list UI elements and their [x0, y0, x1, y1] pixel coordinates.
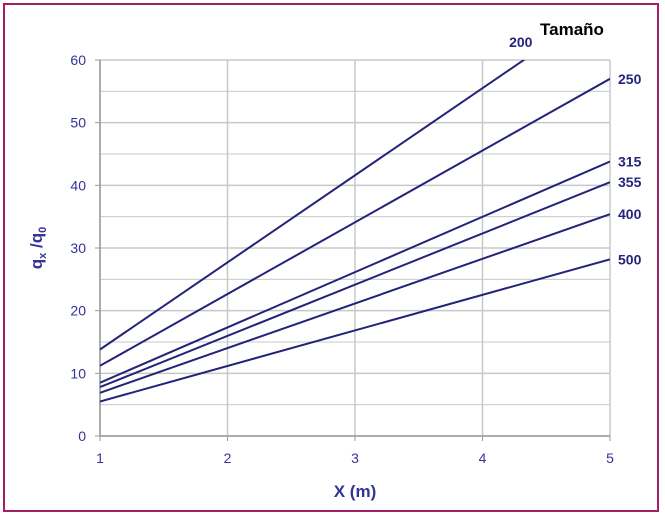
legend-title: Tamaño	[540, 20, 604, 39]
y-tick-label: 0	[78, 428, 86, 444]
series-label-355: 355	[618, 174, 642, 190]
x-tick-label: 4	[479, 450, 487, 466]
y-axis-title: qx /q0	[27, 227, 49, 269]
series-line-200	[100, 60, 526, 351]
series-line-250	[100, 77, 610, 367]
y-axis-title-sub-x: x	[37, 252, 49, 259]
x-axis-title: X (m)	[334, 482, 377, 501]
x-tick-label: 2	[224, 450, 232, 466]
y-tick-label: 20	[70, 303, 86, 319]
series-label-400: 400	[618, 206, 642, 222]
series-label-200: 200	[509, 34, 533, 50]
x-tick-label: 5	[606, 450, 614, 466]
series-label-250: 250	[618, 71, 642, 87]
axes	[95, 59, 611, 441]
y-axis-title-sub-0: 0	[37, 227, 49, 233]
series-labels: 200 250 315 355 400 500	[509, 34, 641, 267]
y-tick-label: 40	[70, 177, 86, 193]
y-axis-title-mid: /q	[27, 233, 46, 253]
y-tick-label: 50	[70, 115, 86, 131]
y-tick-label: 30	[70, 240, 86, 256]
x-tick-label: 1	[96, 450, 104, 466]
series-line-500	[100, 258, 610, 403]
x-tick-label: 3	[351, 450, 359, 466]
series-label-500: 500	[618, 251, 642, 267]
series-lines	[100, 60, 610, 403]
y-tick-label: 10	[70, 365, 86, 381]
series-line-315	[100, 160, 610, 384]
series-line-400	[100, 213, 610, 394]
y-tick-label: 60	[70, 52, 86, 68]
series-label-315: 315	[618, 154, 642, 170]
series-line-355	[100, 181, 610, 389]
